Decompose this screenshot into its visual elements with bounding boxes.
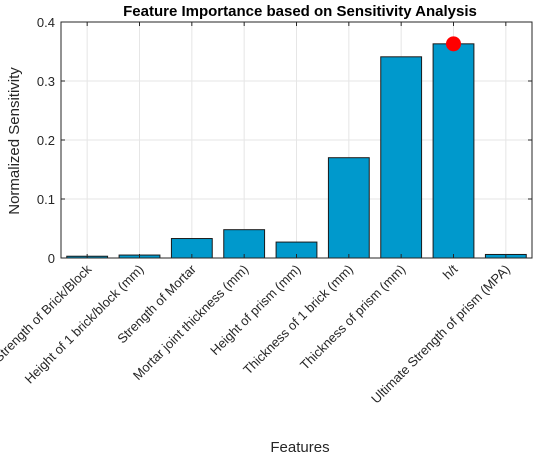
bar: [223, 229, 266, 259]
y-tick-labels: 0 0.1 0.2 0.3 0.4: [37, 15, 55, 266]
x-tick-label: h/t: [440, 261, 461, 282]
y-tick-label: 0: [48, 251, 55, 266]
highlight-marker: [446, 36, 461, 52]
axes: [60, 21, 533, 259]
bar: [327, 157, 370, 259]
y-tick-label: 0.3: [37, 74, 55, 89]
bar: [380, 56, 423, 259]
bars: [66, 43, 527, 259]
highlight-layer: [446, 36, 461, 52]
bar: [432, 43, 475, 259]
chart-title: Feature Importance based on Sensitivity …: [123, 3, 477, 20]
y-axis-label: Normalized Sensitivity: [6, 67, 23, 215]
y-tick-label: 0.1: [37, 192, 55, 207]
x-tick-label: Thickness of prism (mm): [297, 262, 408, 373]
y-tick-label: 0.4: [37, 15, 55, 30]
x-tick-label: Height of prism (mm): [207, 262, 303, 358]
x-axis-label: Features: [270, 439, 329, 456]
y-tick-label: 0.2: [37, 133, 55, 148]
